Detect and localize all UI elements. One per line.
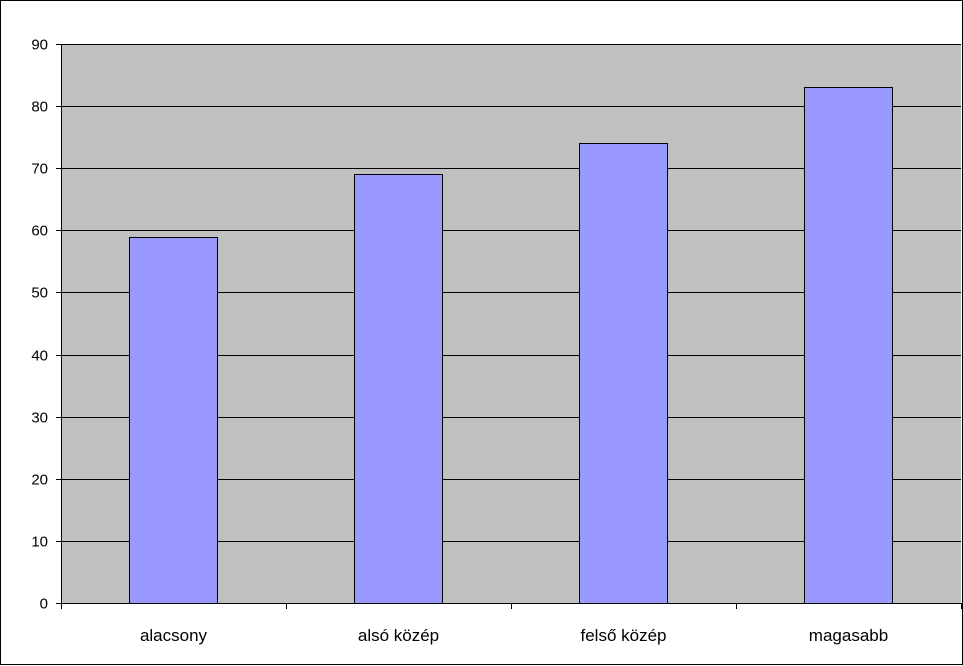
y-tick-labels: 0 10 20 30 40 50 60 70 80 90: [31, 37, 48, 613]
bar: [579, 143, 668, 604]
y-tick-label: 0: [40, 596, 48, 613]
bar: [354, 174, 443, 604]
y-tick-label: 90: [31, 37, 48, 54]
bar: [804, 87, 893, 604]
y-tick-label: 20: [31, 472, 48, 489]
bars: [129, 87, 893, 604]
bar: [129, 237, 218, 604]
x-category-labels: alacsony alsó közép felső közép magasabb: [140, 626, 888, 645]
y-tick-label: 70: [31, 161, 48, 178]
y-tick-label: 50: [31, 285, 48, 302]
y-tick-label: 30: [31, 410, 48, 427]
axes: [56, 44, 962, 609]
x-category-label: alacsony: [140, 626, 208, 645]
y-tick-label: 80: [31, 99, 48, 116]
y-tick-label: 40: [31, 348, 48, 365]
x-category-label: alsó közép: [358, 626, 439, 645]
x-category-label: felső közép: [581, 626, 667, 645]
y-tick-label: 10: [31, 534, 48, 551]
y-tick-label: 60: [31, 223, 48, 240]
x-category-label: magasabb: [809, 626, 888, 645]
